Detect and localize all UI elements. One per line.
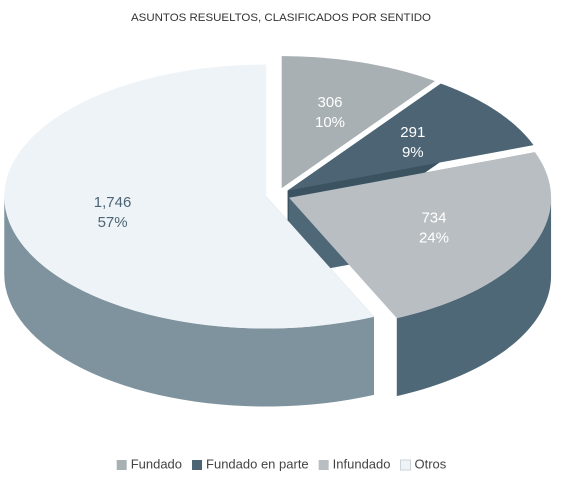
legend: Fundado Fundado en parte Infundado Otros [116, 456, 447, 471]
percent-label: 57% [98, 214, 128, 231]
legend-label: Fundado [131, 456, 182, 471]
chart-title: ASUNTOS RESUELTOS, CLASIFICADOS POR SENT… [131, 12, 431, 24]
slice-side [396, 197, 552, 397]
legend-swatch [116, 460, 127, 470]
legend-label: Infundado [333, 456, 391, 471]
slice [289, 152, 552, 319]
data-label: 291 [400, 124, 425, 141]
slice-side [4, 196, 374, 407]
legend-swatch [400, 459, 412, 471]
slice-tops [4, 56, 552, 329]
percent-label: 9% [402, 144, 424, 161]
data-label: 734 [421, 209, 446, 226]
percent-label: 10% [315, 114, 345, 131]
slice [4, 64, 374, 329]
legend-swatch [192, 460, 203, 470]
slice [287, 83, 534, 191]
legend-label: Otros [415, 456, 447, 471]
data-label: 1,746 [94, 194, 132, 211]
slice [281, 56, 435, 189]
legend-swatch [318, 460, 329, 470]
legend-label: Fundado en parte [206, 456, 309, 471]
percent-label: 24% [419, 229, 449, 246]
data-label: 306 [317, 94, 342, 111]
